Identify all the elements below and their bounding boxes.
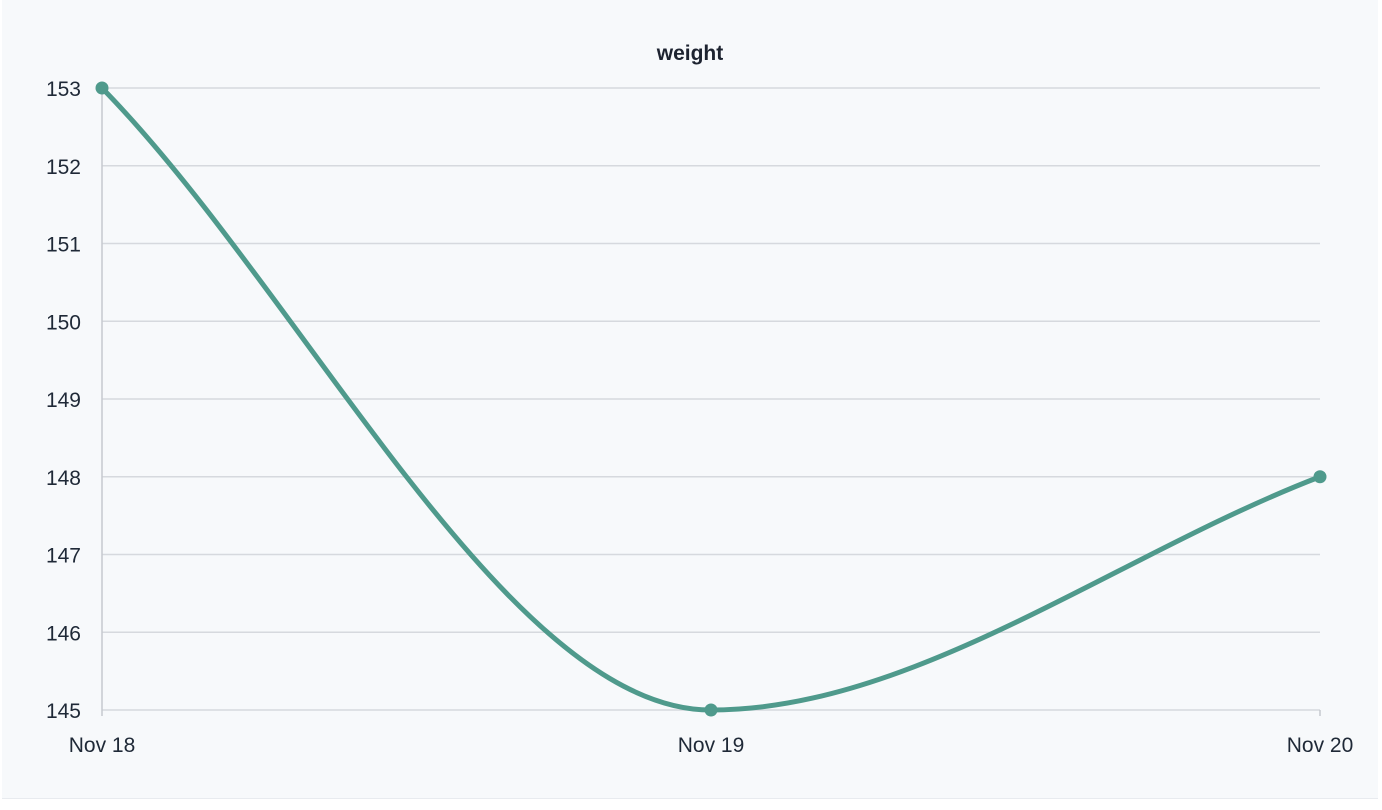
data-point [95, 81, 109, 95]
series-group [95, 81, 1327, 717]
x-axis-ticks: Nov 18 Nov 19 Nov 20 [69, 734, 1354, 757]
x-tick-label: Nov 18 [69, 734, 136, 757]
y-tick-label: 148 [46, 467, 81, 490]
data-point [704, 703, 718, 717]
x-tick-label: Nov 19 [678, 734, 745, 757]
grid-lines [101, 87, 1321, 716]
chart-title: weight [656, 42, 724, 65]
y-tick-label: 146 [46, 622, 81, 645]
y-tick-label: 149 [46, 389, 81, 412]
y-tick-label: 153 [46, 78, 81, 101]
y-tick-label: 152 [46, 156, 81, 179]
x-tick-label: Nov 20 [1287, 734, 1354, 757]
series-line [99, 85, 1323, 713]
data-point [1313, 470, 1327, 484]
y-tick-label: 150 [46, 311, 81, 334]
y-axis-ticks: 145 146 147 148 149 150 151 152 153 [46, 78, 81, 723]
y-tick-label: 145 [46, 700, 81, 723]
y-tick-label: 151 [46, 234, 81, 257]
y-tick-label: 147 [46, 545, 81, 568]
